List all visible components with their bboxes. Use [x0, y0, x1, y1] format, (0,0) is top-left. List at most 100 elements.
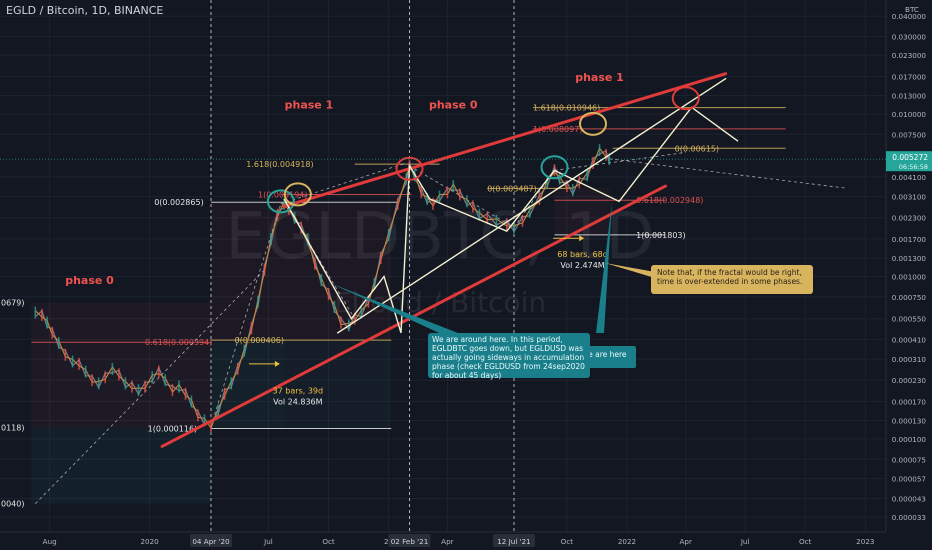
x-tick-label: Aug [43, 537, 57, 546]
last-price-tag [886, 151, 932, 172]
phase-label: phase 0 [65, 274, 114, 287]
note-gold-text: Note that, if the fractal would be right… [657, 268, 803, 286]
y-tick-label: 0.000075 [892, 455, 926, 464]
last-price-countdown: 06:56:58 [899, 163, 928, 171]
fib-retracements: 1.618(0.010946) 1(0.008097) 0(0.00615) 0(0.… [31, 104, 786, 434]
marker-circle [395, 156, 424, 181]
y-tick-label: 0.000033 [892, 513, 926, 522]
dashed-guide [554, 152, 686, 171]
fib-label: 1(0.001803) [636, 231, 686, 240]
shaded-zone [31, 428, 212, 504]
note-gold-pointer [605, 263, 655, 278]
marker-circle [540, 155, 569, 180]
x-date-marker-bg [388, 534, 431, 547]
note-teal-pointer-2 [596, 202, 612, 333]
y-tick-label: 0.000230 [892, 376, 927, 385]
marker-circle [579, 111, 608, 136]
marker-circle [283, 182, 312, 207]
x-tick-label: Jul [740, 537, 750, 546]
fib-label: 1.618(0.010946) [533, 104, 600, 113]
note-gold-box: Note that, if the fractal would be right… [651, 265, 813, 294]
y-tick-label: 0.040000 [892, 12, 927, 21]
chart-symbol-title: EGLD / Bitcoin, 1D, BINANCE [6, 4, 164, 17]
x-tick-label: Apr [441, 537, 453, 546]
fib-label: 0.618(0.002948) [636, 196, 703, 205]
y-tick-label: 0.000410 [892, 335, 927, 344]
y-currency-label: BTC [905, 5, 919, 14]
fib-label: 1(0.000116) [148, 425, 198, 434]
grid-lines [0, 0, 886, 532]
x-tick-label: 12 Jul '21 [497, 537, 531, 546]
x-date-marker-bg [493, 534, 535, 547]
y-tick-label: 0.004100 [892, 173, 927, 182]
x-date-marker-bg [190, 534, 232, 547]
shaded-zone [31, 302, 212, 429]
x-tick-label: 02 Feb '21 [391, 537, 429, 546]
dashed-guide [35, 269, 265, 504]
phase-label: phase 0 [429, 99, 478, 112]
bars-arrow-head [274, 360, 280, 367]
fib-label: 0.618(0.000394) [145, 338, 212, 347]
bars-arrow-head [579, 235, 585, 242]
y-tick-label: 0.010000 [892, 110, 927, 119]
x-tick-label: Oct [799, 537, 812, 546]
y-tick-label: 0.001000 [892, 273, 927, 282]
y-axis[interactable]: 0.040000 0.030000 0.023000 0.017000 0.013000… [0, 0, 932, 532]
y-tick-label: 0.000750 [892, 293, 927, 302]
bars-count-label: 37 bars, 39d [273, 387, 324, 396]
note-teal-pointer [330, 283, 458, 337]
shaded-zone [284, 340, 392, 429]
phase-label: phase 1 [575, 71, 624, 84]
bars-volume-label: Vol 2.474M [560, 261, 604, 270]
y-tick-label: 0.000043 [892, 495, 926, 504]
phase-label: phase 1 [285, 99, 334, 112]
watermark-big: EGLDBTC, 1D [225, 200, 655, 274]
y-tick-label: 0.002300 [892, 214, 927, 223]
y-tick-label: 0.017000 [892, 73, 927, 82]
y-tick-label: 0.000130 [892, 416, 927, 425]
y-tick-label: 0.000550 [892, 315, 927, 324]
x-tick-label: Apr [680, 537, 692, 546]
y-tick-label: 0.003100 [892, 193, 927, 202]
x-tick-label: 2022 [618, 537, 636, 546]
fib-label: 0(0.003487) [487, 184, 537, 193]
symbol-watermark: EGLDBTC, 1D Elrond / Bitcoin [225, 200, 655, 319]
trendline-upper [282, 72, 728, 208]
fib-label: 0(0.002865) [154, 198, 204, 207]
y-tick-label: 0.007500 [892, 130, 927, 139]
note-teal-tail-text: we are here [582, 350, 627, 359]
left-edge-label: 0679) [1, 299, 24, 308]
shaded-zone [554, 188, 610, 235]
note-teal-box: We are around here. In this period, EGLD… [428, 333, 590, 380]
y-tick-label: 0.000100 [892, 435, 927, 444]
fib-label: 0(0.000406) [235, 336, 285, 345]
y-tick-label: 0.000057 [892, 475, 926, 484]
left-edge-label: 0040) [1, 500, 24, 509]
y-tick-label: 0.023000 [892, 51, 927, 60]
bars-count-label: 68 bars, 68d [557, 250, 608, 259]
dashed-guide [280, 162, 407, 205]
x-tick-label: 2020 [140, 537, 159, 546]
note-teal-text: We are around here. In this period, EGLD… [432, 335, 585, 380]
fib-label: 1.618(0.004918) [246, 160, 313, 169]
y-tick-label: 0.001300 [892, 254, 927, 263]
last-price-value: 0.005272 [892, 153, 928, 162]
trendline-white [336, 77, 727, 334]
left-edge-label: 0118) [1, 423, 24, 432]
y-tick-label: 0.013000 [892, 91, 927, 100]
fib-label: 0(0.00615) [675, 144, 719, 153]
marker-circle [671, 86, 700, 111]
x-tick-label: 2023 [856, 537, 874, 546]
y-tick-label: 0.000310 [892, 355, 927, 364]
x-tick-label: Oct [322, 537, 335, 546]
marker-circle [266, 189, 295, 214]
fractal-projection [283, 106, 739, 334]
chart-labels: phase 0 phase 1 phase 0 phase 1 37 bars, 39d… [1, 71, 624, 509]
x-tick-label: Jul [263, 537, 273, 546]
x-tick-label: 04 Apr '20 [192, 537, 230, 546]
y-tick-label: 0.000170 [892, 398, 927, 407]
fib-label: 1(0.003194) [258, 191, 308, 200]
x-tick-label: Oct [561, 537, 574, 546]
bars-volume-label: Vol 24.836M [273, 398, 323, 407]
